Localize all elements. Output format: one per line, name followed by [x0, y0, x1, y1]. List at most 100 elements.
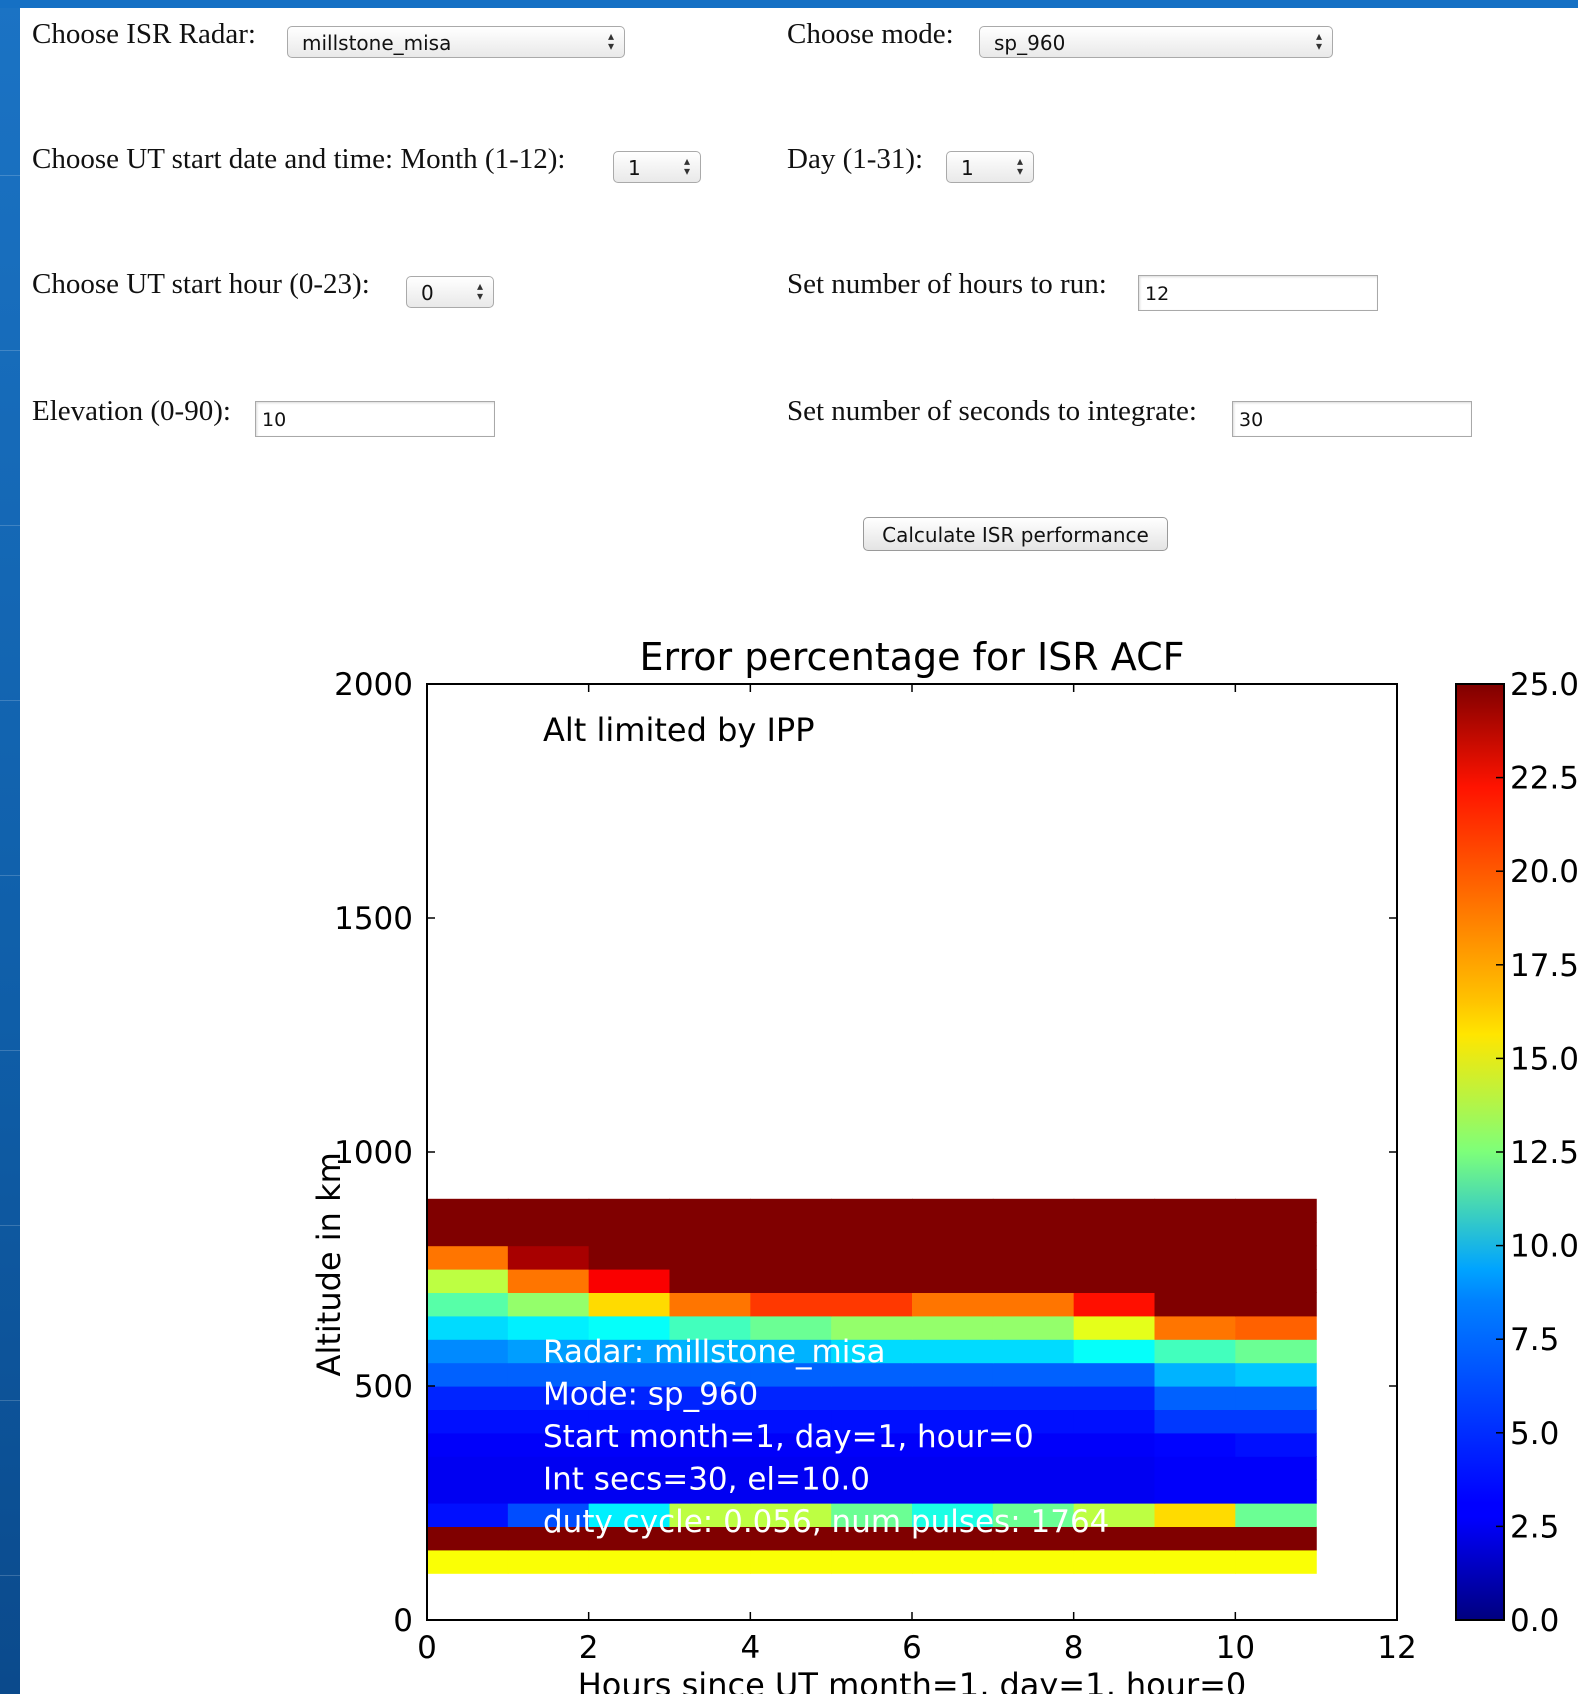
- heatmap-cell: [507, 1456, 590, 1481]
- heatmap-cell: [831, 1269, 913, 1293]
- annotation-line: Mode: sp_960: [543, 1377, 758, 1413]
- heatmap-cell: [588, 1503, 671, 1527]
- hour-select[interactable]: 0 ▴ ▾: [406, 276, 494, 308]
- y-tick-label: 1500: [334, 901, 413, 937]
- day-label: Day (1-31):: [787, 143, 924, 175]
- heatmap-cell: [1235, 1479, 1317, 1504]
- month-select-value: 1: [628, 156, 641, 180]
- radar-label: Choose ISR Radar:: [32, 18, 256, 50]
- heatmap-cell: [588, 1432, 671, 1457]
- colorbar-tick-label: 22.5: [1510, 761, 1578, 797]
- heatmap-cell: [1073, 1198, 1156, 1223]
- mode-label: Choose mode:: [787, 18, 954, 50]
- heatmap-cell: [588, 1292, 671, 1317]
- heatmap-cell: [992, 1269, 1075, 1293]
- hour-select-value: 0: [421, 281, 434, 305]
- day-select[interactable]: 1 ▴ ▾: [946, 151, 1034, 183]
- heatmap-cell: [427, 1432, 509, 1457]
- heatmap-cell: [427, 1198, 509, 1223]
- heatmap-cell: [750, 1292, 832, 1317]
- heatmap-cell: [588, 1549, 671, 1574]
- heatmap-cells: [427, 1198, 1317, 1574]
- heatmap-cell: [831, 1245, 913, 1270]
- heatmap-cell: [831, 1198, 913, 1223]
- x-tick-label: 6: [902, 1630, 922, 1666]
- seconds-input[interactable]: 30: [1232, 401, 1472, 437]
- heatmap-cell: [992, 1362, 1075, 1387]
- heatmap-cell: [669, 1222, 751, 1247]
- colorbar-tick-label: 12.5: [1510, 1135, 1578, 1171]
- heatmap-cell: [669, 1315, 751, 1340]
- day-select-value: 1: [961, 156, 974, 180]
- heatmap-cell: [992, 1245, 1075, 1270]
- x-tick-label: 12: [1377, 1630, 1416, 1666]
- select-arrows-icon: ▴ ▾: [1016, 154, 1023, 178]
- heatmap-cell: [427, 1549, 509, 1574]
- heatmap-cell: [1235, 1315, 1317, 1340]
- month-select[interactable]: 1 ▴ ▾: [613, 151, 701, 183]
- heatmap-cell: [507, 1198, 590, 1223]
- heatmap-cell: [507, 1409, 590, 1434]
- axis-ticks: 0 2 4 6 8 10 12 0 500 1000 1500 2000: [334, 667, 1417, 1666]
- heatmap-cell: [669, 1362, 751, 1387]
- hours-input[interactable]: 12: [1138, 275, 1378, 311]
- heatmap-cell: [669, 1526, 751, 1551]
- heatmap-cell: [831, 1292, 913, 1317]
- heatmap-cell: [427, 1339, 509, 1364]
- mode-select[interactable]: sp_960 ▴ ▾: [979, 26, 1333, 58]
- heatmap-cell: [507, 1339, 590, 1364]
- heatmap-cell: [1235, 1503, 1317, 1527]
- heatmap-cell: [1154, 1409, 1236, 1434]
- heatmap-cell: [750, 1503, 832, 1527]
- heatmap-cell: [831, 1503, 913, 1527]
- heatmap-cell: [750, 1456, 832, 1481]
- heatmap-cell: [750, 1362, 832, 1387]
- heatmap-cell: [427, 1386, 509, 1410]
- elevation-label: Elevation (0-90):: [32, 395, 231, 427]
- annotation-line: Start month=1, day=1, hour=0: [543, 1419, 1034, 1455]
- heatmap-cell: [1154, 1479, 1236, 1504]
- radar-select[interactable]: millstone_misa ▴ ▾: [287, 26, 625, 58]
- select-arrows-icon: ▴ ▾: [607, 29, 614, 53]
- error-heatmap-chart: 0 2 4 6 8 10 12 0 500 1000 1500 2000 Error percenta…: [310, 635, 1578, 1694]
- heatmap-cell: [1235, 1456, 1317, 1481]
- heatmap-cell: [1154, 1222, 1236, 1247]
- heatmap-cell: [1073, 1245, 1156, 1270]
- heatmap-cell: [1154, 1549, 1236, 1574]
- x-tick-label: 4: [740, 1630, 760, 1666]
- annotation-line: Int secs=30, el=10.0: [543, 1462, 870, 1498]
- radar-info-annotation: Radar: millstone_misa Mode: sp_960 Start m…: [543, 1334, 1109, 1540]
- select-arrows-icon: ▴ ▾: [683, 154, 690, 178]
- elevation-input[interactable]: 10: [255, 401, 495, 437]
- heatmap-cell: [750, 1198, 832, 1223]
- y-tick-label: 2000: [334, 667, 413, 703]
- heatmap-cell: [1073, 1315, 1156, 1340]
- heatmap-cell: [588, 1222, 671, 1247]
- heatmap-cell: [1235, 1409, 1317, 1434]
- heatmap-cell: [750, 1222, 832, 1247]
- heatmap-cell: [588, 1315, 671, 1340]
- heatmap-cell: [1073, 1362, 1156, 1387]
- calculate-button[interactable]: Calculate ISR performance: [863, 517, 1168, 551]
- heatmap-cell: [992, 1503, 1075, 1527]
- heatmap-cell: [992, 1292, 1075, 1317]
- heatmap-cell: [1073, 1386, 1156, 1410]
- heatmap-cell: [1235, 1292, 1317, 1317]
- heatmap-cell: [427, 1222, 509, 1247]
- heatmap-cell: [1154, 1315, 1236, 1340]
- heatmap-cell: [912, 1292, 994, 1317]
- heatmap-cell: [1154, 1503, 1236, 1527]
- heatmap-cell: [1073, 1456, 1156, 1481]
- heatmap-cell: [507, 1503, 590, 1527]
- heatmap-cell: [1235, 1526, 1317, 1551]
- colorbar-tick-label: 10.0: [1510, 1229, 1578, 1265]
- heatmap-cell: [831, 1456, 913, 1481]
- colorbar-tick-label: 20.0: [1510, 854, 1578, 890]
- x-axis-label: Hours since UT month=1, day=1, hour=0: [578, 1666, 1247, 1694]
- heatmap-cell: [669, 1198, 751, 1223]
- heatmap-cell: [669, 1409, 751, 1434]
- heatmap-cell: [1235, 1198, 1317, 1223]
- heatmap-cell: [427, 1269, 509, 1293]
- heatmap-cell: [1154, 1456, 1236, 1481]
- heatmap-cell: [831, 1362, 913, 1387]
